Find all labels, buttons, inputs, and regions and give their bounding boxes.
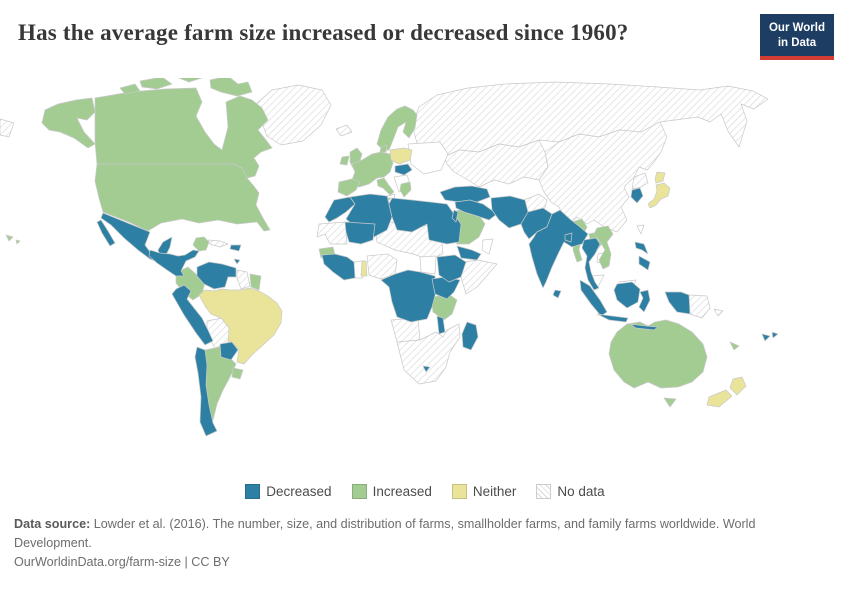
region-vietnam[interactable]: Vietnam [593,225,614,270]
region-denmark[interactable]: Denmark [379,144,388,153]
region-canadian-arctic[interactable]: Canada (Arctic islands) [119,78,253,97]
page-title: Has the average farm size increased or d… [18,20,629,45]
region-malawi[interactable]: Malawi [436,315,446,335]
region-hawaii[interactable]: United States (Hawaii) [5,234,21,245]
region-ireland[interactable]: Ireland [339,155,350,166]
region-tasmania[interactable]: Tasmania [663,397,677,408]
legend-swatch-decreased [245,484,261,499]
region-bangladesh[interactable]: Bangladesh [564,232,573,243]
data-source-text: Lowder et al. (2016). The number, size, … [14,517,756,550]
region-solomon-islands[interactable]: Solomon Islands [713,308,724,317]
legend-label-no-data: No data [557,484,605,499]
footer-link[interactable]: OurWorldinData.org/farm-size | CC BY [14,554,230,569]
region-south-korea[interactable]: South Korea [630,187,644,204]
region-somalia[interactable]: Somalia [460,259,498,295]
region-peru[interactable]: Peru & Ecuador [171,284,214,346]
region-suriname[interactable]: Suriname & French Guiana [249,273,262,291]
region-iberia[interactable]: Spain & Portugal [337,178,361,197]
world-map[interactable]: RussiaRussia (far east sliver)Kazakhstan… [0,78,850,478]
region-mauritania[interactable]: Mauritania & Western Sahara [316,221,348,245]
region-greece[interactable]: Greece [399,181,412,198]
region-turkey[interactable]: Turkey [439,185,491,203]
region-sri-lanka[interactable]: Sri Lanka [552,289,562,299]
region-south-sudan[interactable]: South Sudan [419,255,437,275]
region-japan[interactable]: Japan [647,171,671,209]
legend-swatch-neither [451,484,467,499]
region-west-africa-coast[interactable]: Guinea & Côte d'Ivoire [321,253,356,281]
owid-logo-line2: in Data [777,36,817,49]
region-chukotka[interactable]: Russia (far east sliver) [0,118,15,138]
region-lesotho[interactable]: Lesotho [422,365,431,373]
legend-item-increased[interactable]: Increased [351,484,432,499]
data-source-line: Data source: Lowder et al. (2016). The n… [14,515,814,553]
region-thailand[interactable]: Thailand [581,237,601,291]
region-india[interactable]: India [528,209,589,289]
region-angola[interactable]: Angola [390,317,421,343]
legend-label-decreased: Decreased [266,484,332,499]
map-legend: Decreased Increased Neither No data [0,484,850,499]
region-philippines[interactable]: Philippines [634,241,651,271]
region-yucatan-belize[interactable]: Yucatán & Belize [192,236,210,252]
region-alaska[interactable]: United States (Alaska) [41,97,96,149]
region-scandinavia[interactable]: Norway, Sweden & Finland [376,105,418,151]
chart-footer: Data source: Lowder et al. (2016). The n… [0,499,850,572]
region-papua-new-guinea[interactable]: Papua New Guinea [688,294,711,319]
region-oman[interactable]: Oman [481,238,494,255]
legend-swatch-no-data [536,484,552,499]
legend-item-decreased[interactable]: Decreased [245,484,332,499]
region-guyana[interactable]: Guyana [236,269,251,290]
region-southern-africa[interactable]: Southern Africa [396,323,461,385]
region-taiwan[interactable]: Taiwan [636,224,645,235]
legend-label-increased: Increased [372,484,432,499]
region-indonesia[interactable]: Indonesia [579,279,691,331]
chart-header: Has the average farm size increased or d… [0,0,850,66]
data-source-label: Data source: [14,517,91,531]
region-madagascar[interactable]: Madagascar [461,321,479,351]
region-trinidad[interactable]: Trinidad and Tobago [233,258,241,265]
legend-swatch-increased [351,484,367,499]
region-central-africa[interactable]: DR Congo & Central Africa [380,269,437,323]
region-usa[interactable]: United States [94,163,271,232]
owid-logo[interactable]: Our World in Data [759,14,834,60]
legend-label-neither: Neither [472,484,517,499]
region-libya-egypt[interactable]: Libya & Egypt [388,197,462,245]
region-chile[interactable]: Chile [194,346,218,437]
region-yemen[interactable]: Yemen [456,245,482,261]
region-brazil[interactable]: Brazil [198,287,283,365]
region-iceland[interactable]: Iceland [335,124,353,137]
region-australia[interactable]: Australia [608,319,708,389]
region-greenland[interactable]: Greenland [256,84,332,146]
region-uruguay[interactable]: Uruguay [231,367,244,380]
region-romania-hungary[interactable]: Hungary & Romania [394,163,413,176]
region-north-korea[interactable]: North Korea [631,172,649,190]
legend-item-no-data[interactable]: No data [536,484,605,499]
region-venezuela[interactable]: Venezuela [196,261,237,290]
region-ethiopia[interactable]: Ethiopia [436,254,467,283]
region-ukraine-belarus[interactable]: Ukraine & Belarus [407,141,449,175]
region-fiji[interactable]: Fiji [761,331,779,342]
region-tanzania[interactable]: Tanzania [430,294,458,321]
region-levant-iraq[interactable]: Iraq & Levant [451,199,498,223]
region-hispaniola[interactable]: Dominican Republic & Haiti [229,244,242,252]
region-central-america[interactable]: Central America [148,249,200,277]
region-poland[interactable]: Poland [389,147,413,165]
owid-logo-line1: Our World [768,22,825,34]
region-new-zealand[interactable]: New Zealand [706,376,747,408]
region-mali[interactable]: Mali [344,221,376,245]
region-togo[interactable]: Togo [360,260,368,277]
region-cuba[interactable]: Cuba [207,239,229,248]
region-new-caledonia[interactable]: New Caledonia [729,341,740,351]
legend-item-neither[interactable]: Neither [451,484,517,499]
